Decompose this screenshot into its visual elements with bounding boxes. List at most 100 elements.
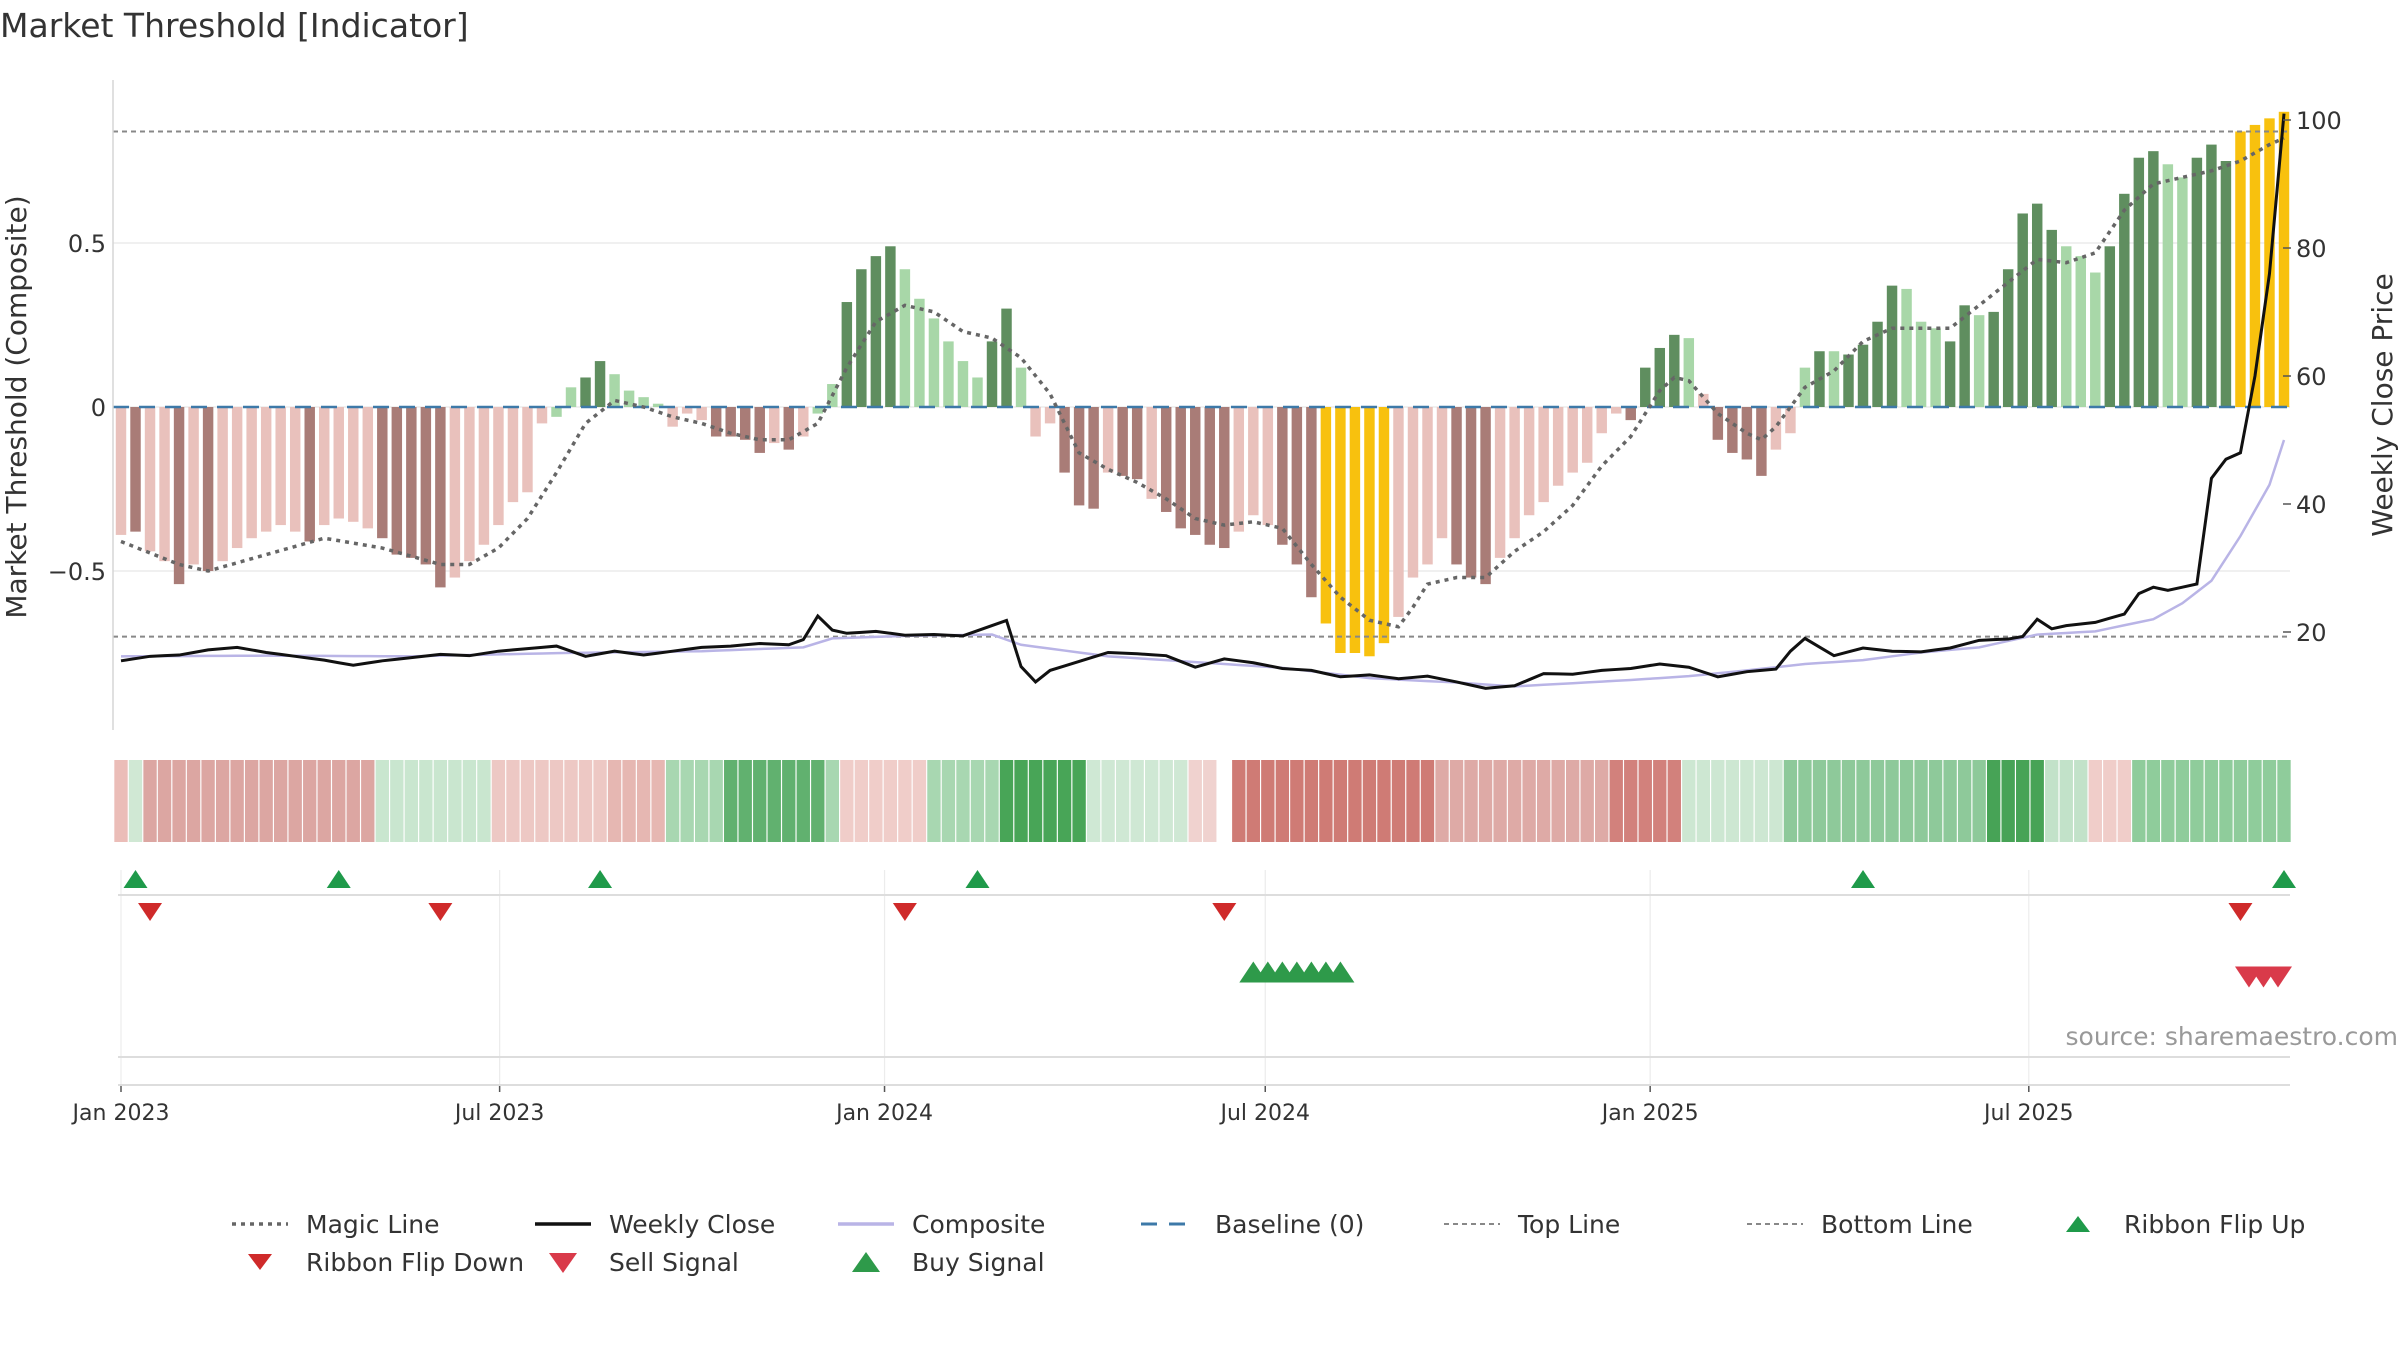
composite-bar (1393, 407, 1404, 617)
ribbon-cell (1203, 760, 1217, 842)
buy-signal-marker (1326, 961, 1355, 983)
ribbon-cell (694, 760, 709, 842)
composite-bar (1407, 407, 1419, 578)
x-tick-label: Jan 2025 (1600, 1101, 1699, 1126)
ribbon-cell (143, 760, 157, 842)
composite-bar (2017, 213, 2028, 407)
ribbon-cell (2161, 760, 2175, 842)
ribbon-cell (941, 760, 956, 842)
legend-item-close: Weekly Close (533, 1210, 836, 1239)
composite-bar (2162, 164, 2174, 407)
composite-bar (2206, 144, 2217, 407)
composite-bar (1378, 407, 1390, 644)
ribbon-cell (2132, 760, 2146, 842)
legend-swatch (2066, 1216, 2090, 1232)
ribbon-cell (114, 760, 128, 842)
legend-item-composite: Composite (836, 1210, 1139, 1239)
composite-bar (2249, 124, 2261, 408)
ribbon-cell (796, 760, 810, 842)
ribbon-cell (1333, 760, 1348, 842)
ribbon-cell (157, 760, 172, 842)
ribbon-cell (767, 760, 781, 842)
legend-swatch (1141, 1222, 1197, 1226)
ribbon-cell (680, 760, 694, 842)
composite-bar (1654, 347, 1666, 407)
ribbon-cell (2016, 760, 2030, 842)
ribbon-cell (1595, 760, 1609, 842)
ribbon-cell (1667, 760, 1681, 842)
ribbon-cell (520, 760, 535, 842)
composite-bar (319, 407, 330, 526)
ribbon-cell (1420, 760, 1435, 842)
ribbon-cell (375, 760, 389, 842)
legend-swatch (1444, 1223, 1500, 1225)
ribbon (114, 760, 2291, 842)
ribbon-cell (549, 760, 564, 842)
ribbon-flip-down-marker (428, 903, 453, 921)
ribbon-cell (1943, 760, 1957, 842)
composite-bar (943, 341, 954, 407)
composite-bar (1640, 367, 1651, 407)
ribbon-cell (2219, 760, 2233, 842)
sell-signal-marker (2264, 966, 2292, 988)
ribbon-cell (433, 760, 448, 842)
legend-label: Ribbon Flip Down (306, 1247, 525, 1277)
ribbon-cell (2233, 760, 2248, 842)
composite-bar (1523, 407, 1535, 516)
composite-bar (173, 407, 185, 585)
composite-bar (2191, 157, 2203, 407)
ribbon-cell (1377, 760, 1391, 842)
ribbon-cell (1551, 760, 1565, 842)
composite-bar (507, 407, 519, 503)
ribbon-cell (854, 760, 869, 842)
ribbon-cell (244, 760, 259, 842)
composite-bar (551, 407, 562, 417)
ribbon-cell (1130, 760, 1144, 842)
ribbon-cell (332, 760, 346, 842)
composite-bar (2148, 151, 2159, 407)
ribbon-cell (1754, 760, 1769, 842)
composite-bar (710, 407, 722, 437)
y-tick-label-left: 0.5 (68, 230, 106, 258)
legend-label: Magic Line (306, 1209, 440, 1239)
ribbon-cell (1348, 760, 1362, 842)
composite-bar (609, 374, 620, 407)
composite-bar (1073, 407, 1085, 506)
composite-bar (1538, 407, 1549, 503)
y-tick-label-right: 40 (2296, 491, 2327, 519)
composite-bar (1030, 407, 1041, 437)
ribbon-cell (1290, 760, 1304, 842)
ribbon-cell (651, 760, 665, 842)
ribbon-cell (390, 760, 404, 842)
ribbon-cell (636, 760, 651, 842)
y-tick-label-left: 0 (91, 394, 106, 422)
ribbon-cell (1624, 760, 1638, 842)
ribbon-flip-up-marker (326, 870, 351, 888)
composite-bar (246, 407, 257, 539)
ribbon-cell (607, 760, 622, 842)
composite-bar (870, 256, 882, 407)
ribbon-cell (1798, 760, 1812, 842)
ribbon-cell (2074, 760, 2088, 842)
y-axis-label-left: Market Threshold (Composite) (0, 195, 33, 618)
x-tick-label: Jan 2023 (71, 1101, 170, 1126)
x-tick-label: Jul 2024 (1218, 1101, 1310, 1126)
x-tick-label: Jan 2024 (834, 1101, 933, 1126)
legend-swatch (852, 1252, 880, 1272)
composite-bar (1349, 407, 1361, 653)
y-tick-label-right: 100 (2296, 107, 2342, 135)
ribbon-cell (2045, 760, 2059, 842)
ribbon-cell (1682, 760, 1696, 842)
composite-bar (435, 407, 446, 588)
ribbon-cell (1580, 760, 1594, 842)
composite-bar (2235, 131, 2246, 408)
ribbon-cell (1536, 760, 1551, 842)
composite-bar (188, 407, 199, 565)
composite-bar (1436, 407, 1448, 539)
ribbon-cell (1899, 760, 1914, 842)
composite-bar (1451, 407, 1462, 565)
composite-bar (493, 407, 504, 526)
composite-bar (1277, 407, 1288, 545)
composite-bar (1857, 344, 1869, 407)
ribbon-cell (1566, 760, 1580, 842)
